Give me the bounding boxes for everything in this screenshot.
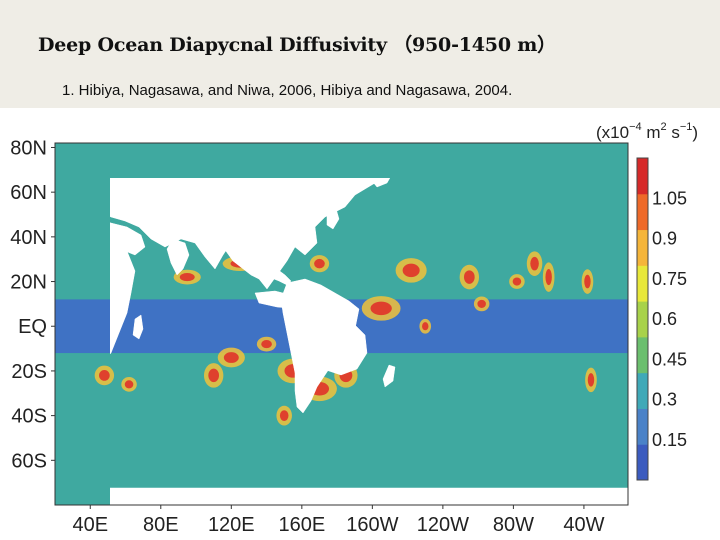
colorbar-segment [637,444,648,481]
unit-meter-exponent: 2 [661,121,667,133]
land-australia [288,310,368,376]
colorbar-frame [636,157,649,481]
unit-meter: m [642,123,661,142]
map-frame [54,142,629,506]
lat-tick-label: 40N [10,227,47,249]
land-japan [326,204,340,230]
land-arabia [110,222,146,256]
lon-tick-label: 120E [208,514,255,536]
unit-exponent: −4 [629,121,642,133]
lat-tick-label: 60S [11,450,47,472]
hotspot-core [179,273,195,282]
unit-second-exponent: −1 [680,121,693,133]
colorbar-unit-label: (x10−4 m2 s−1) [596,121,698,142]
land-new-zealand [382,364,396,388]
unit-close: ) [692,123,698,142]
hotspot-core [530,256,539,271]
colorbar-segment [637,372,648,409]
hotspot-core [279,410,289,422]
colorbar-tick-label: 0.45 [652,349,687,369]
lat-tick-label: 80N [10,137,47,159]
colorbar-segment [637,301,648,338]
land-madagascar [132,314,144,340]
land-india [166,238,190,276]
lon-tick-label: 80W [493,514,534,536]
colorbar-segment [637,336,648,374]
slide-title: Deep Ocean Diapycnal Diffusivity （950-14… [38,34,556,56]
colorbar-segment [637,193,648,231]
unit-second: s [667,123,680,142]
lat-tick-label: 20N [10,272,47,294]
hotspot-core [261,340,272,349]
land-indonesia [254,290,336,312]
colorbar-tick-label: 0.75 [652,269,687,289]
hotspot-core [584,274,591,289]
lat-tick-label: 60N [10,182,47,204]
latitude-axis: 80N 60N 40N 20N EQ 20S 40S 60S [10,137,55,472]
diffusivity-map-figure: 80N 60N 40N 20N EQ 20S 40S 60S 40E 80E 120E 160E 16… [0,108,720,540]
land-masses [110,178,683,524]
lon-tick-label: 160E [278,514,325,536]
hotspot-core [463,270,475,284]
lon-tick-label: 160W [346,514,398,536]
lat-tick-label: 20S [11,361,47,383]
unit-prefix: (x10 [596,123,629,142]
colorbar-segment [637,158,648,195]
hotspot-core [545,268,552,286]
hotspot-core [587,373,595,387]
lon-tick-label: 40E [72,514,108,536]
hotspot-core [208,368,220,383]
hotspot-core [99,369,110,381]
lon-tick-label: 120W [417,514,469,536]
lon-tick-label: 80E [143,514,179,536]
lat-tick-label: 40S [11,406,47,428]
hotspot-core [402,263,420,278]
hotspot-core [422,322,429,331]
longitude-axis: 40E 80E 120E 160E 160W 120W 80W 40W [72,505,605,536]
lat-tick-label: EQ [18,316,47,338]
hotspot-core [512,277,522,286]
colorbar-segment [637,265,648,302]
colorbar-segment [637,408,648,445]
colorbar-tick-label: 0.15 [652,430,687,450]
colorbar: 1.05 0.9 0.75 0.6 0.45 0.3 0.15 [636,157,687,481]
map-plot-area [54,142,683,524]
colorbar-tick-label: 1.05 [652,188,687,208]
land-eurasia [110,178,381,290]
hotspot-core [314,258,325,269]
colorbar-tick-label: 0.3 [652,390,677,410]
hotspot-core [223,352,239,363]
lon-tick-label: 40W [563,514,604,536]
hotspot-core [370,301,392,316]
hotspot-core [124,380,134,389]
colorbar-tick-label: 0.6 [652,309,677,329]
hotspot-core [477,299,486,308]
colorbar-tick-label: 0.9 [652,229,677,249]
citation-text: 1. Hibiya, Nagasawa, and Niwa, 2006, Hib… [62,82,513,99]
colorbar-segment [637,229,648,266]
